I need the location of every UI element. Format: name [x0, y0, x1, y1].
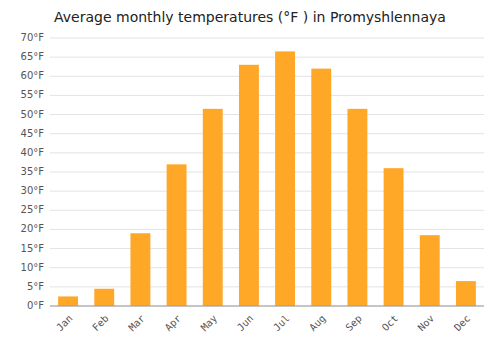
grid-line [50, 76, 484, 77]
y-tick-label: 45°F [21, 128, 45, 139]
bar [311, 69, 331, 306]
grid-line [50, 172, 484, 173]
chart-title: Average monthly temperatures (°F ) in Pr… [54, 9, 446, 25]
grid [50, 38, 484, 306]
y-tick-label: 60°F [21, 70, 45, 81]
bar [58, 296, 78, 306]
y-tick-label: 40°F [21, 147, 45, 158]
y-tick-label: 10°F [21, 262, 45, 273]
bar [239, 65, 259, 306]
x-tick-label: Feb [90, 313, 111, 334]
x-tick-label: Oct [380, 313, 401, 334]
x-tick-label: Jul [271, 313, 292, 334]
x-tick-label: Sep [343, 313, 364, 334]
bar [420, 235, 440, 306]
y-tick-label: 50°F [21, 109, 45, 120]
bar [167, 164, 187, 306]
y-tick-label: 15°F [21, 243, 45, 254]
grid-line [50, 229, 484, 230]
x-tick-label: May [199, 313, 220, 334]
grid-line [50, 306, 484, 307]
bar [130, 233, 150, 306]
y-tick-label: 0°F [27, 300, 44, 311]
chart-svg: Average monthly temperatures (°F ) in Pr… [0, 0, 500, 350]
bar [456, 281, 476, 306]
grid-line [50, 267, 484, 268]
bar [384, 168, 404, 306]
y-tick-label: 30°F [21, 185, 45, 196]
bar [203, 109, 223, 306]
x-axis-line [50, 306, 484, 307]
y-tick-label: 25°F [21, 204, 45, 215]
x-tick-label: Aug [307, 313, 328, 334]
chart-container: Average monthly temperatures (°F ) in Pr… [0, 0, 500, 350]
grid-line [50, 38, 484, 39]
y-tick-label: 20°F [21, 223, 45, 234]
x-axis: Jan Feb Mar Apr May Jun Jul Aug Sep Oct Nov Dec [50, 306, 484, 333]
x-tick-label: Jan [54, 313, 75, 334]
bar [275, 51, 295, 306]
grid-line [50, 57, 484, 58]
x-tick-label: Mar [126, 313, 147, 334]
bar [347, 109, 367, 306]
grid-line [50, 210, 484, 211]
y-axis: 0°F 5°F 10°F 15°F 20°F 25°F 30°F 35°F 40°F 45°F 50… [21, 32, 45, 311]
x-tick-label: Jun [235, 313, 256, 334]
bars [58, 51, 476, 306]
grid-line [50, 248, 484, 249]
y-tick-label: 5°F [27, 281, 44, 292]
y-tick-label: 70°F [21, 32, 45, 43]
grid-line [50, 95, 484, 96]
grid-line [50, 286, 484, 287]
y-tick-label: 35°F [21, 166, 45, 177]
grid-line [50, 191, 484, 192]
x-tick-label: Dec [452, 313, 473, 334]
y-tick-label: 55°F [21, 89, 45, 100]
y-tick-label: 65°F [21, 51, 45, 62]
grid-line [50, 133, 484, 134]
x-tick-label: Apr [163, 313, 184, 334]
grid-line [50, 152, 484, 153]
bar [94, 289, 114, 306]
grid-line [50, 114, 484, 115]
x-tick-label: Nov [416, 313, 437, 334]
